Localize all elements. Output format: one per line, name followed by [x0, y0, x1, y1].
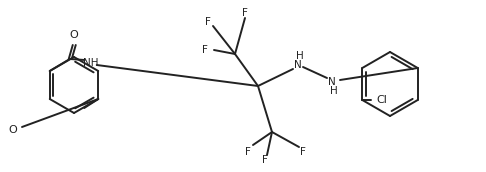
Text: F: F — [205, 17, 211, 27]
Text: Cl: Cl — [377, 95, 388, 105]
Text: O: O — [69, 30, 78, 40]
Text: O: O — [8, 125, 17, 135]
Text: F: F — [242, 8, 248, 18]
Text: F: F — [300, 147, 306, 157]
Text: N: N — [294, 60, 302, 70]
Text: N: N — [328, 77, 336, 87]
Text: F: F — [262, 155, 268, 165]
Text: H: H — [296, 51, 304, 61]
Text: H: H — [330, 86, 338, 96]
Text: F: F — [245, 147, 251, 157]
Text: F: F — [202, 45, 208, 55]
Text: NH: NH — [83, 58, 99, 68]
